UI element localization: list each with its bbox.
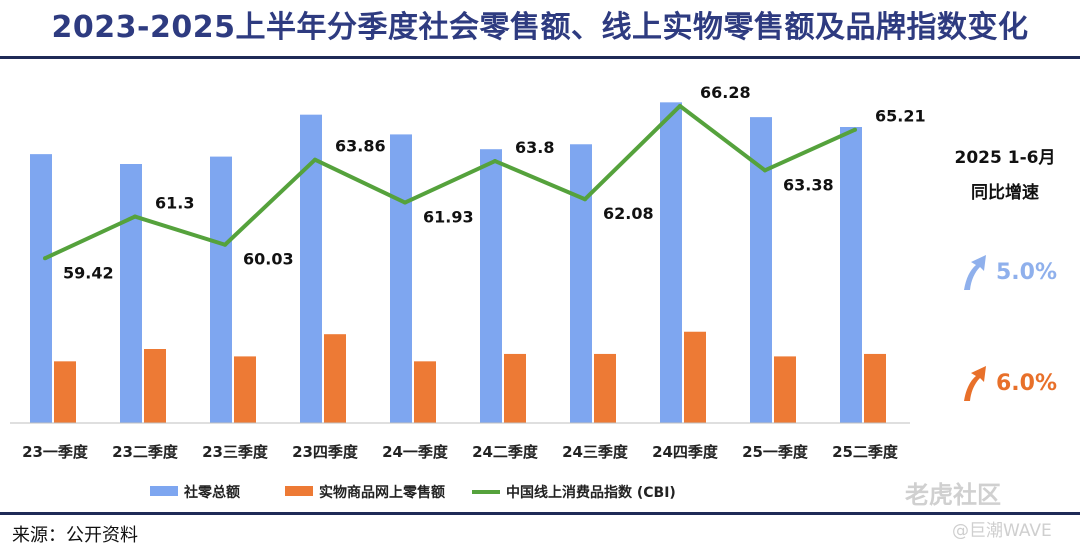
cbi-point	[313, 157, 317, 162]
growth-heading-line1: 2025 1-6月	[954, 148, 1056, 168]
up-arrow-icon	[964, 366, 986, 401]
cbi-point	[583, 197, 587, 202]
cbi-point	[763, 168, 767, 173]
x-tick-label: 24三季度	[562, 443, 629, 461]
cbi-data-label: 60.03	[243, 250, 294, 269]
bar-online-retail	[684, 331, 706, 423]
cbi-data-label: 59.42	[63, 263, 114, 282]
cbi-data-label: 63.38	[783, 175, 834, 194]
bar-retail-total	[660, 102, 682, 424]
page-title: 2023-2025上半年分季度社会零售额、线上实物零售额及品牌指数变化	[51, 10, 1029, 45]
x-tick-label: 23三季度	[202, 443, 269, 461]
growth-online-value: 6.0%	[996, 370, 1058, 396]
legend-swatch	[150, 486, 178, 496]
bar-retail-total	[120, 164, 142, 423]
x-tick-label: 24四季度	[652, 443, 719, 461]
bar-online-retail	[54, 361, 76, 423]
x-tick-label: 25二季度	[832, 443, 899, 461]
growth-retail: 5.0%	[960, 252, 1075, 292]
legend-swatch	[285, 486, 313, 496]
cbi-data-label: 65.21	[875, 107, 926, 126]
bar-retail-total	[570, 144, 592, 423]
bar-online-retail	[504, 353, 526, 423]
cbi-data-label: 62.08	[603, 204, 654, 223]
cbi-data-label: 61.3	[155, 194, 194, 213]
title-rule	[0, 56, 1080, 59]
cbi-point	[43, 256, 47, 261]
cbi-data-label: 63.86	[335, 137, 386, 156]
bar-retail-total	[840, 127, 862, 423]
cbi-point	[678, 103, 682, 108]
up-arrow-icon	[964, 255, 986, 290]
bar-online-retail	[324, 334, 346, 423]
growth-heading-line2: 同比增速	[971, 183, 1039, 203]
bar-retail-total	[390, 134, 412, 423]
source-note: 来源：公开资料	[12, 525, 138, 546]
bar-retail-total	[210, 156, 232, 423]
cbi-series-line	[44, 103, 856, 261]
bar-online-retail	[594, 353, 616, 423]
cbi-point	[493, 159, 497, 164]
growth-online: 6.0%	[960, 363, 1075, 403]
x-tick-label: 23一季度	[22, 443, 89, 461]
cbi-data-label: 63.8	[515, 138, 554, 157]
cbi-point	[133, 214, 137, 219]
cbi-data-label: 66.28	[700, 83, 751, 102]
x-tick-label: 23四季度	[292, 443, 359, 461]
bar-online-retail	[774, 356, 796, 423]
cbi-data-label: 61.93	[423, 208, 474, 227]
x-tick-label: 25一季度	[742, 443, 809, 461]
cbi-point	[403, 200, 407, 205]
x-tick-label: 24二季度	[472, 443, 539, 461]
x-tick-label: 23二季度	[112, 443, 179, 461]
growth-retail-value: 5.0%	[996, 259, 1058, 285]
bar-online-retail	[414, 361, 436, 423]
bar-retail-total	[30, 154, 52, 423]
cbi-point	[853, 127, 857, 132]
bar-retail-total	[750, 117, 772, 423]
bar-online-retail	[144, 349, 166, 423]
bar-retail-total	[480, 149, 502, 423]
bar-retail-total	[300, 114, 322, 423]
x-tick-label: 24一季度	[382, 443, 449, 461]
cbi-point	[223, 242, 227, 247]
combo-chart: 23一季度 23二季度 23三季度 23四季度 24一季度 24二季度 24三季度 24四季度…	[10, 83, 926, 501]
footer-rule	[0, 512, 1080, 515]
watermark-logo: 老虎社区	[905, 481, 1001, 509]
legend-label: 实物商品网上零售额	[319, 484, 445, 501]
legend-label: 中国线上消费品指数 (CBI)	[506, 484, 676, 501]
legend-label: 社零总额	[183, 484, 240, 501]
bar-online-retail	[234, 356, 256, 423]
watermark-handle: @巨潮WAVE	[952, 521, 1052, 541]
bar-online-retail	[864, 353, 886, 423]
